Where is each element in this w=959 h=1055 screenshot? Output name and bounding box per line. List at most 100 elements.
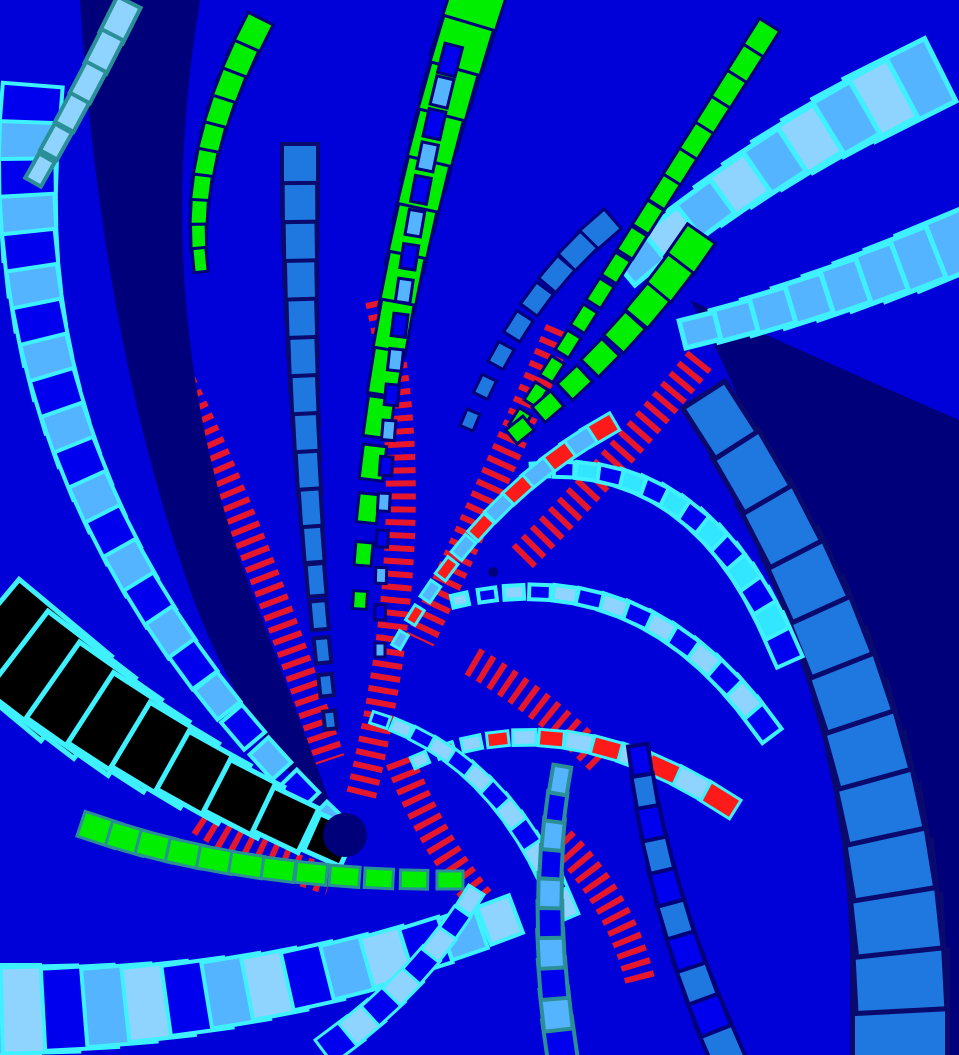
vortex-arm-3-tile bbox=[511, 728, 538, 747]
green-right-arm-tile bbox=[614, 224, 650, 262]
vortex-arm-1-tile bbox=[572, 459, 602, 484]
green-center-arm-tile bbox=[350, 588, 370, 612]
vortex-arm-3-tile bbox=[484, 729, 512, 750]
center-spine-arm-tile bbox=[315, 671, 337, 699]
left-wall-arm-tile bbox=[191, 669, 244, 723]
bottom-cyan-arm-tile bbox=[437, 903, 473, 941]
navy-sweep-left bbox=[80, 0, 340, 830]
green-center-arm-tile bbox=[354, 491, 382, 526]
green-right-arm-tile bbox=[583, 275, 617, 311]
green-diag-arm-tile bbox=[555, 363, 595, 403]
green-low-arm-tile bbox=[259, 855, 298, 885]
center-spine-arm-tile bbox=[320, 708, 340, 732]
mid-blue-arm-tile bbox=[377, 454, 395, 478]
right-steel-arm-tile bbox=[471, 372, 499, 402]
mid-blue-arm-tile bbox=[373, 641, 387, 659]
vortex-arm-5-tile bbox=[387, 716, 416, 740]
green-low-arm-tile bbox=[362, 866, 396, 891]
green-center-arm-tile bbox=[352, 539, 375, 569]
black-block-arm-tile bbox=[249, 783, 323, 856]
mid-blue-arm-tile bbox=[403, 207, 427, 239]
mid-blue-arm-tile bbox=[379, 418, 398, 443]
green-right-arm-tile bbox=[630, 198, 666, 237]
red-streak-6 bbox=[462, 646, 611, 771]
vortex-arm-3-tile bbox=[408, 749, 432, 771]
vortex-center bbox=[323, 813, 367, 857]
lower-steel-arm-tile bbox=[625, 741, 655, 779]
green-right-arm-tile bbox=[552, 327, 584, 361]
mid-blue-arm-tile bbox=[373, 603, 388, 622]
red-streak-7 bbox=[191, 807, 335, 895]
center-spine-arm-tile bbox=[296, 486, 326, 532]
vortex-arm-2-tile bbox=[475, 585, 500, 605]
vortex-arm-2-tile bbox=[573, 585, 607, 613]
vortex-arm-3-tile bbox=[458, 732, 485, 755]
mid-blue-arm-tile bbox=[389, 311, 410, 339]
vortex-arm-4-tile bbox=[389, 628, 411, 652]
vortex-arm-3-tile bbox=[562, 729, 596, 755]
mid-blue-arm-tile bbox=[393, 276, 415, 306]
left-wall-arm-tile bbox=[246, 734, 295, 783]
mid-blue-arm-tile bbox=[375, 491, 392, 513]
mid-blue-arm-tile bbox=[373, 565, 389, 586]
red-streak-2 bbox=[345, 296, 416, 804]
green-low-arm-tile bbox=[398, 868, 430, 891]
green-right-arm-tile bbox=[568, 301, 600, 336]
mid-blue-arm-tile bbox=[435, 41, 465, 79]
left-wall-arm-tile bbox=[218, 701, 268, 753]
right-steel-arm-tile bbox=[518, 279, 556, 319]
right-steel-arm-tile bbox=[536, 253, 577, 295]
vortex-arm-4-tile bbox=[465, 511, 497, 544]
vortex-dot bbox=[488, 567, 498, 577]
center-spine-arm-tile bbox=[307, 597, 332, 633]
mid-blue-arm-tile bbox=[382, 382, 402, 408]
vortex-arm-2-tile bbox=[501, 582, 527, 602]
green-right-arm-tile bbox=[537, 353, 567, 385]
mid-blue-arm-tile bbox=[374, 528, 390, 549]
vortex-arm-5-tile bbox=[406, 724, 437, 752]
mid-blue-arm-tile bbox=[414, 140, 441, 174]
far-right-arm-tile bbox=[676, 309, 724, 351]
vortex-arm-2-tile bbox=[526, 582, 554, 603]
center-spine-arm-tile bbox=[311, 634, 334, 666]
green-diag-arm-tile bbox=[578, 336, 622, 380]
green-diag-arm-tile bbox=[622, 280, 673, 331]
lower-teal-arm-tile bbox=[546, 762, 574, 798]
vortex-arm-2-tile bbox=[550, 582, 580, 606]
vortex-arm-5-tile bbox=[367, 709, 393, 731]
red-streak-8 bbox=[549, 829, 655, 984]
right-steel-arm-tile bbox=[458, 407, 482, 433]
green-low-arm-tile bbox=[226, 849, 267, 881]
vortex-arm-4-tile bbox=[417, 578, 443, 605]
vortex-arm-4-tile bbox=[433, 554, 461, 584]
mid-blue-arm-tile bbox=[421, 106, 448, 142]
right-big-arm-tile bbox=[679, 377, 761, 463]
red-streak-1 bbox=[156, 353, 345, 765]
mid-blue-arm-tile bbox=[428, 73, 456, 110]
vortex-arm-2-tile bbox=[448, 590, 472, 610]
green-right-arm-tile bbox=[599, 249, 633, 287]
vortex-arm-4-tile bbox=[449, 532, 479, 563]
green-diag-arm-tile bbox=[529, 388, 567, 425]
mid-blue-arm-tile bbox=[408, 173, 434, 206]
green-low-arm-tile bbox=[327, 863, 362, 890]
vortex-arm-3-tile bbox=[536, 727, 567, 750]
green-diag-arm-tile bbox=[601, 308, 648, 356]
upper-cyan-arm-tile bbox=[37, 120, 75, 163]
bottom-cyan-arm-tile bbox=[453, 882, 487, 918]
bottom-left-arm-tile bbox=[474, 892, 526, 948]
mid-blue-arm-tile bbox=[385, 346, 406, 373]
vortex-arm-4-tile bbox=[403, 602, 427, 628]
center-spine-arm-tile bbox=[299, 523, 327, 566]
green-diag-arm-tile bbox=[503, 413, 537, 447]
right-steel-arm-tile bbox=[501, 308, 536, 345]
green-low-arm-tile bbox=[293, 859, 330, 887]
green-left-arm-tile bbox=[190, 245, 210, 275]
right-steel-arm-tile bbox=[485, 339, 517, 372]
upper-cyan-arm-tile bbox=[22, 150, 58, 190]
center-spine-arm-tile bbox=[303, 560, 329, 599]
green-low-arm-tile bbox=[435, 869, 465, 891]
lower-steel-arm-tile bbox=[629, 771, 661, 812]
